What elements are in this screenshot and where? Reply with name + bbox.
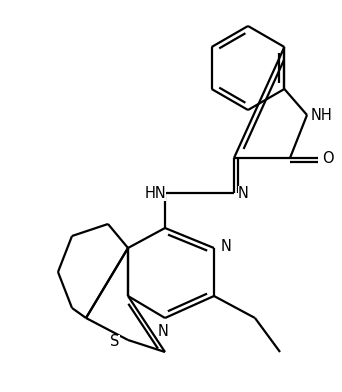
- Text: HN: HN: [144, 185, 166, 200]
- Text: NH: NH: [310, 107, 332, 123]
- Text: N: N: [238, 185, 248, 200]
- Text: O: O: [322, 151, 334, 165]
- Text: S: S: [110, 334, 120, 350]
- Text: N: N: [221, 238, 232, 254]
- Text: N: N: [158, 325, 169, 339]
